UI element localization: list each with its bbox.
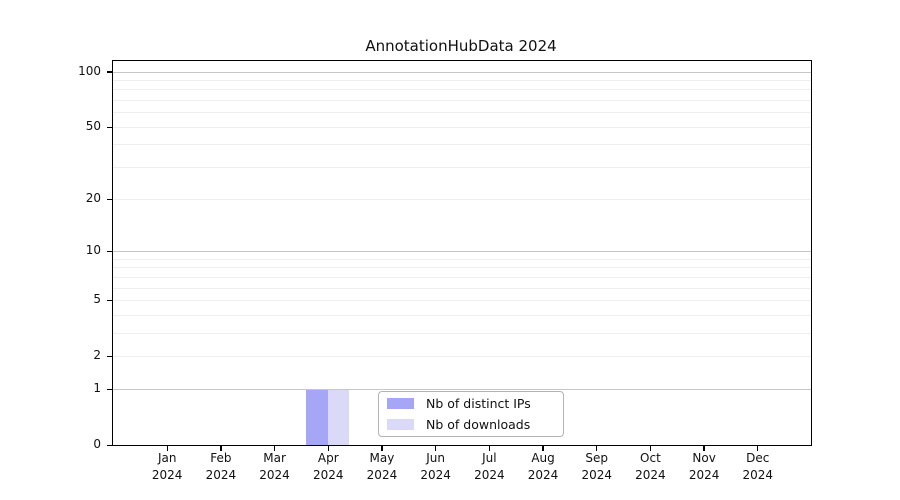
x-tick-mark: [542, 446, 544, 451]
x-tick-mark: [435, 446, 437, 451]
chart-title: AnnotationHubData 2024: [365, 37, 557, 55]
gridline-minor: [113, 100, 811, 102]
y-tick-mark: [107, 299, 113, 302]
x-tick-mark: [327, 446, 329, 451]
x-tick-mark: [649, 446, 652, 451]
x-tick-label: Mar 2024: [259, 451, 290, 482]
y-tick-label: 2: [93, 348, 101, 363]
x-tick-mark: [488, 446, 490, 451]
gridline-minor: [113, 144, 811, 146]
bar-downloads: [327, 388, 350, 445]
gridline-minor: [113, 356, 811, 358]
x-tick-label: Jul 2024: [474, 451, 505, 482]
legend-swatch-downloads: [387, 419, 414, 430]
x-tick-mark: [166, 446, 168, 451]
gridline-minor: [113, 332, 811, 334]
legend-label-distinct-ips: Nb of distinct IPs: [426, 396, 531, 411]
gridline-minor: [113, 167, 811, 169]
legend: Nb of distinct IPs Nb of downloads: [378, 391, 564, 437]
y-tick-label: 100: [78, 63, 101, 78]
x-tick-mark: [596, 446, 598, 451]
gridline-major: [113, 388, 811, 390]
legend-item-downloads: Nb of downloads: [387, 415, 555, 434]
gridline-minor: [113, 287, 811, 289]
y-tick-label: 0: [93, 437, 101, 451]
gridline-minor: [113, 258, 811, 260]
x-tick-label: Jan 2024: [151, 451, 183, 482]
gridline-minor: [113, 112, 811, 114]
x-tick-label: Nov 2024: [688, 451, 720, 482]
y-tick-mark: [107, 198, 113, 200]
x-tick-mark: [703, 446, 705, 451]
legend-label-downloads: Nb of downloads: [426, 417, 531, 432]
x-tick-mark: [757, 446, 759, 451]
x-tick-label: Aug 2024: [527, 451, 559, 482]
x-tick-label: Sep 2024: [581, 451, 612, 482]
gridline-major: [113, 250, 811, 252]
gridline-minor: [113, 267, 811, 269]
x-tick-mark: [273, 446, 276, 451]
gridline-minor: [113, 198, 811, 200]
gridline-minor: [113, 276, 811, 278]
y-tick-label: 1: [93, 380, 101, 395]
x-tick-label: Dec 2024: [742, 451, 774, 482]
x-tick-label: Oct 2024: [635, 451, 666, 482]
y-tick-label: 5: [93, 291, 101, 306]
gridline-major: [113, 71, 811, 73]
plot-area: [112, 60, 812, 446]
legend-swatch-distinct-ips: [387, 398, 414, 409]
gridline-minor: [113, 314, 811, 316]
y-tick-mark: [107, 355, 113, 358]
x-tick-label: Jun 2024: [420, 451, 451, 482]
x-tick-label: Apr 2024: [312, 451, 344, 482]
gridline-minor: [113, 79, 811, 81]
y-tick-mark: [107, 388, 113, 391]
x-tick-mark: [220, 446, 222, 451]
x-tick-label: Feb 2024: [205, 451, 237, 482]
y-tick-mark: [107, 71, 113, 73]
gridline-minor: [113, 299, 811, 301]
gridline-minor: [113, 89, 811, 91]
y-tick-mark: [107, 126, 113, 128]
gridline-minor: [113, 126, 811, 128]
legend-item-distinct-ips: Nb of distinct IPs: [387, 394, 555, 413]
y-tick-label: 10: [85, 242, 101, 257]
y-tick-mark: [107, 250, 113, 253]
y-tick-mark: [107, 444, 113, 447]
x-tick-label: May 2024: [366, 451, 398, 482]
bar-distinct-ips: [306, 388, 328, 445]
y-tick-label: 20: [85, 190, 101, 205]
x-tick-mark: [381, 446, 383, 451]
y-tick-label: 50: [85, 118, 101, 133]
